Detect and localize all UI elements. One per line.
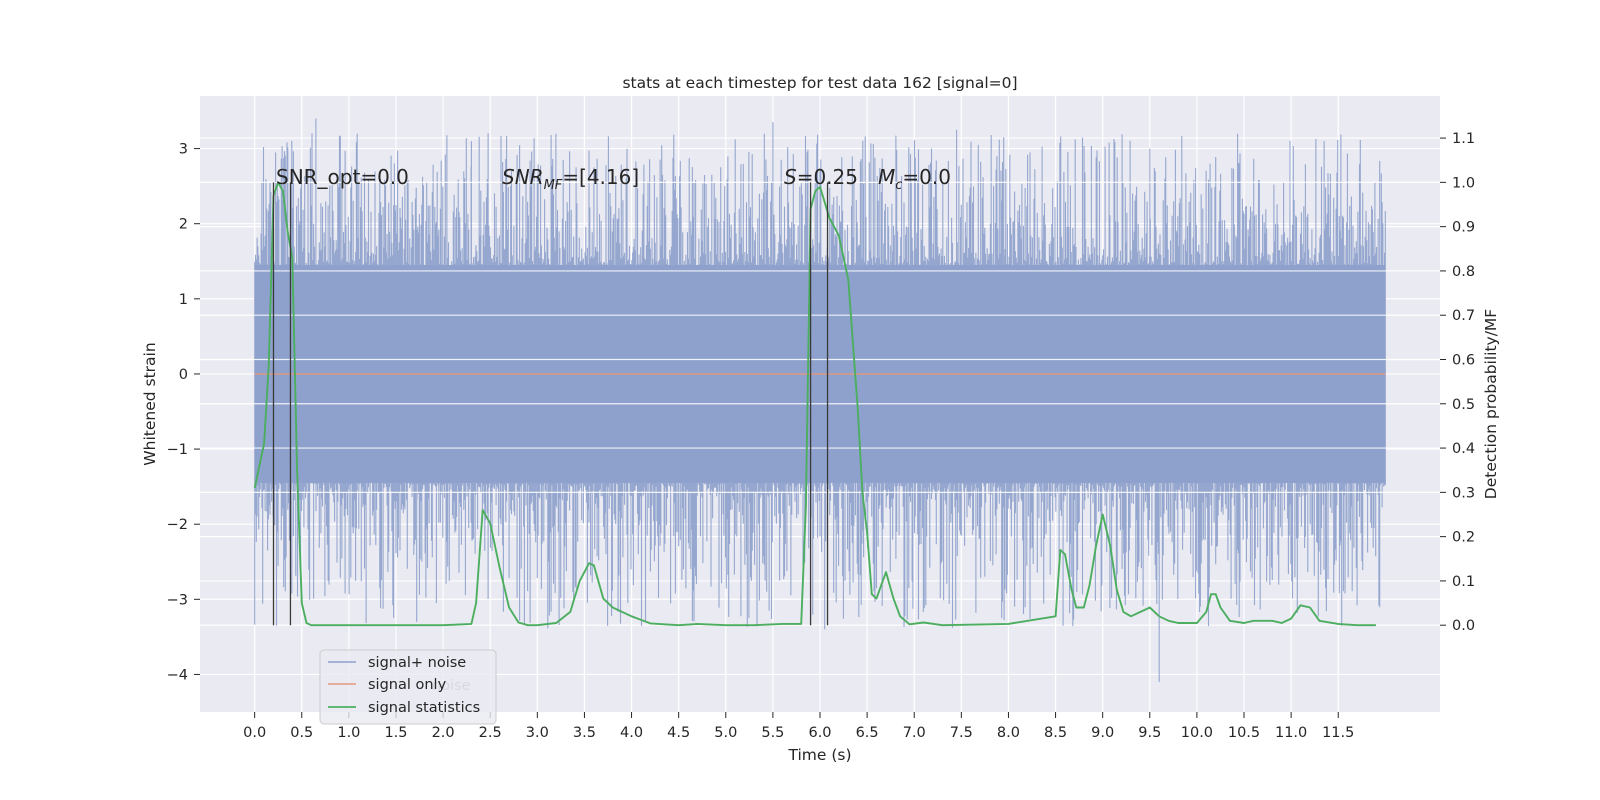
y-left-tick-label: 0 — [179, 367, 188, 383]
y-right-tick-label: 0.5 — [1452, 397, 1475, 413]
y-right-tick-label: 0.4 — [1452, 441, 1475, 457]
y-right-tick-label: 1.0 — [1452, 175, 1475, 191]
x-tick-label: 3.0 — [526, 725, 549, 741]
x-tick-label: 4.5 — [667, 725, 690, 741]
x-tick-label: 3.5 — [573, 725, 596, 741]
y-right-tick-label: 0.8 — [1452, 264, 1475, 280]
legend-entry-signal-only: signal only — [368, 677, 447, 693]
x-tick-label: 1.0 — [337, 725, 360, 741]
annotation-mc: Mc=0.0 — [878, 165, 951, 193]
annotation-mc-base: M — [878, 165, 895, 189]
annotation-s-base: S — [784, 165, 797, 189]
x-tick-label: 5.5 — [761, 725, 784, 741]
x-tick-label: 9.0 — [1091, 725, 1114, 741]
y-left-tick-label: −4 — [167, 667, 188, 683]
y-right-tick-label: 0.6 — [1452, 352, 1475, 368]
x-tick-label: 8.0 — [997, 725, 1020, 741]
x-tick-label: 2.0 — [432, 725, 455, 741]
x-tick-label: 4.0 — [620, 725, 643, 741]
y-left-tick-label: 1 — [179, 292, 188, 308]
annotation-s-value: =0.25 — [797, 165, 858, 189]
y-right-tick-label: 0.0 — [1452, 618, 1475, 634]
annotation-s: S=0.25 — [784, 165, 858, 189]
y-right-tick-label: 1.1 — [1452, 131, 1475, 147]
x-tick-label: 11.5 — [1322, 725, 1354, 741]
y-right-tick-label: 0.7 — [1452, 308, 1475, 324]
annotation-snr-mf-sub: MF — [544, 178, 563, 193]
legend-box — [319, 649, 497, 725]
x-tick-label: 7.0 — [903, 725, 926, 741]
annotation-snr-mf-base: SNR — [502, 165, 544, 189]
x-tick-label: 0.0 — [243, 725, 266, 741]
signal-statistics-series — [253, 181, 1376, 627]
x-tick-label: 5.0 — [714, 725, 737, 741]
x-tick-label: 1.5 — [384, 725, 407, 741]
y-left-tick-label: −2 — [167, 517, 188, 533]
x-tick-label: 9.5 — [1138, 725, 1161, 741]
x-tick-label: 10.0 — [1181, 725, 1213, 741]
axis-ticks: 0.0 0.5 1.0 1.5 2.0 2.5 3.0 3.5 4.0 4.5 5.0 5.5 6.0 6… — [167, 131, 1475, 741]
x-tick-label: 0.5 — [290, 725, 313, 741]
vertical-markers — [272, 182, 829, 626]
y-left-tick-label: 3 — [179, 142, 188, 158]
y-left-tick-label: −3 — [167, 592, 188, 608]
x-tick-label: 6.5 — [856, 725, 879, 741]
annotation-snr-opt: SNR_opt=0.0 — [276, 165, 409, 189]
x-tick-label: 2.5 — [479, 725, 502, 741]
legend-entry-signal-noise: signal+ noise — [368, 655, 466, 671]
y-right-tick-label: 0.9 — [1452, 220, 1475, 236]
annotation-snr-mf: SNRMF=[4.16] — [502, 165, 639, 193]
y-right-tick-label: 0.2 — [1452, 530, 1475, 546]
chart-title: stats at each timestep for test data 162… — [622, 74, 1017, 92]
x-tick-label: 10.5 — [1228, 725, 1260, 741]
y-right-tick-label: 0.1 — [1452, 574, 1475, 590]
legend-entry-signal-statistics: signal statistics — [368, 700, 480, 716]
legend: noise signal+ noise signal only signal s… — [319, 649, 497, 725]
x-axis-label: Time (s) — [787, 746, 851, 764]
annotation-mc-value: =0.0 — [902, 165, 951, 189]
x-tick-label: 7.5 — [950, 725, 973, 741]
signal-statistics-line — [253, 181, 1376, 627]
y-axis-label-right: Detection probability/MF — [1482, 309, 1500, 500]
x-tick-label: 11.0 — [1275, 725, 1307, 741]
y-left-tick-label: 2 — [179, 217, 188, 233]
y-right-tick-label: 0.3 — [1452, 485, 1475, 501]
y-axis-label-left: Whitened strain — [141, 342, 159, 465]
annotation-snr-mf-value: =[4.16] — [562, 165, 639, 189]
legend-hidden-text: noise — [432, 678, 471, 694]
annotation-mc-sub: c — [895, 178, 902, 193]
y-left-tick-label: −1 — [167, 442, 188, 458]
x-tick-label: 8.5 — [1044, 725, 1067, 741]
x-tick-label: 6.0 — [808, 725, 831, 741]
